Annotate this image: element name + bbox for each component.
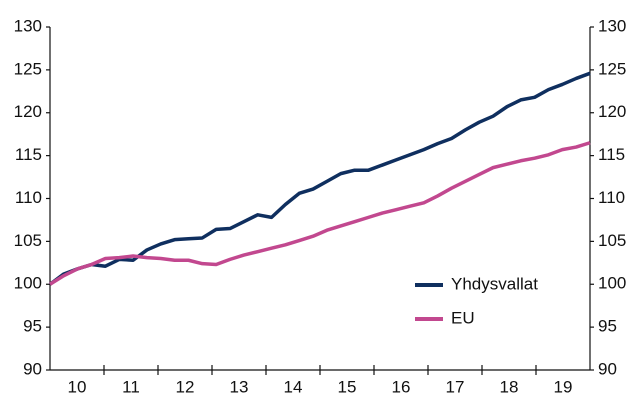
x-tick-label: 19: [554, 377, 573, 396]
y2-tick-label: 100: [598, 274, 626, 293]
x-tick-label: 15: [338, 377, 357, 396]
x-tick-label: 14: [284, 377, 303, 396]
y-tick-label: 110: [15, 188, 42, 207]
y-tick-label: 115: [15, 145, 42, 164]
y2-tick-label: 105: [598, 231, 626, 250]
y-tick-label: 95: [23, 317, 42, 336]
y2-tick-label: 95: [598, 317, 617, 336]
x-tick-label: 17: [446, 377, 465, 396]
y-tick-label: 90: [23, 359, 42, 378]
y2-tick-label: 120: [598, 102, 626, 121]
legend-label: EU: [451, 308, 475, 327]
y-tick-label: 130: [14, 16, 42, 35]
y-tick-label: 105: [14, 231, 42, 250]
x-tick-label: 16: [392, 377, 411, 396]
line-series: [48, 71, 591, 286]
x-tick-label: 12: [176, 377, 195, 396]
y-tick-label: 100: [14, 274, 42, 293]
y2-tick-label: 115: [598, 145, 625, 164]
y2-tick-label: 90: [598, 359, 617, 378]
x-tick-label: 18: [500, 377, 519, 396]
x-tick-label: 13: [230, 377, 249, 396]
y2-tick-label: 110: [598, 188, 625, 207]
y2-tick-label: 125: [598, 59, 626, 78]
legend-label: Yhdysvallat: [451, 274, 538, 293]
y-tick-label: 125: [14, 59, 42, 78]
x-tick-label: 11: [122, 377, 140, 396]
y-tick-label: 120: [14, 102, 42, 121]
x-tick-label: 10: [68, 377, 87, 396]
line-series: [49, 141, 591, 286]
y2-tick-label: 130: [598, 16, 626, 35]
